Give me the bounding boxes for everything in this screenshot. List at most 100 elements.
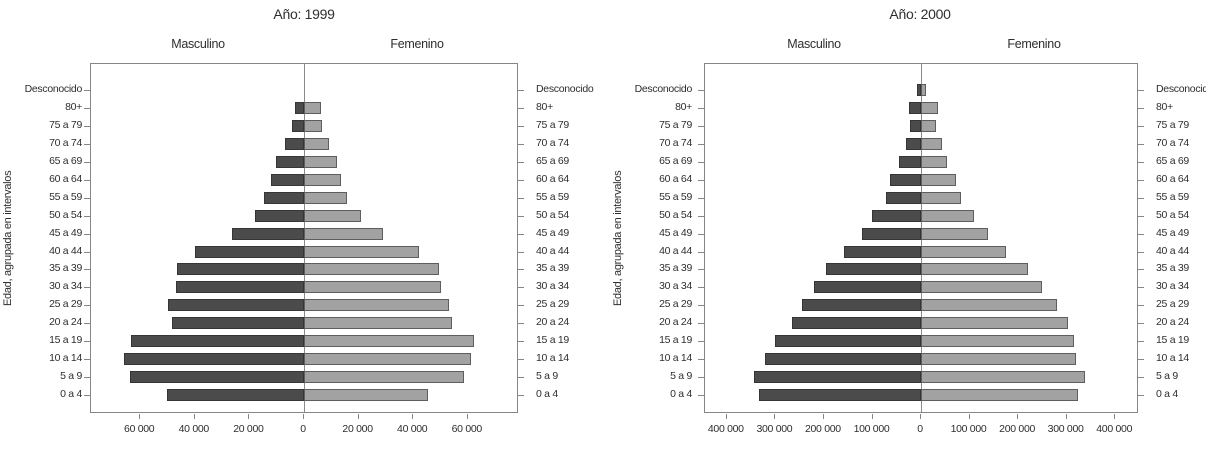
age-label-right: 15 a 19: [1156, 334, 1189, 346]
x-tick-label: 400 000: [707, 423, 744, 435]
age-tick: [1138, 215, 1144, 217]
male-bar: [292, 120, 304, 133]
age-tick: [698, 197, 704, 199]
female-header: Femenino: [1007, 37, 1061, 51]
age-tick: [84, 358, 90, 360]
age-tick: [518, 358, 524, 360]
female-bar: [921, 299, 1057, 312]
female-bar: [304, 138, 330, 151]
male-header: Masculino: [787, 37, 841, 51]
age-label-left: 55 a 59: [49, 190, 82, 203]
age-label-left: 80+: [675, 101, 692, 114]
age-label-left: 0 a 4: [670, 387, 692, 400]
male-bar: [801, 299, 921, 312]
x-tick-label: 60 000: [451, 423, 483, 435]
male-bar: [294, 102, 304, 115]
male-bar: [890, 173, 921, 186]
pyramid-chart-2000: Año: 2000 Masculino Femenino Edad, agrup…: [600, 0, 1206, 454]
age-label-right: 50 a 54: [536, 208, 569, 221]
x-axis: 60 000 40 000 20 000 0 20 000 40 000 60 000: [90, 414, 518, 454]
male-bar: [885, 191, 921, 204]
age-tick: [84, 323, 90, 325]
age-tick: [518, 215, 524, 217]
age-tick: [518, 287, 524, 289]
age-tick: [698, 144, 704, 146]
age-label-right: 65 a 69: [536, 155, 569, 167]
x-tick-label: 200 000: [999, 423, 1036, 435]
female-bar: [921, 84, 927, 97]
female-bar: [304, 191, 347, 204]
age-label-right: 80+: [1156, 101, 1173, 114]
age-tick: [84, 287, 90, 289]
age-tick: [84, 144, 90, 146]
age-label-left: 50 a 54: [49, 208, 82, 221]
x-tick: [774, 414, 776, 419]
male-bar: [906, 138, 921, 151]
x-tick: [412, 414, 414, 419]
male-header: Masculino: [171, 37, 225, 51]
male-bar: [872, 209, 921, 222]
plot-area: [698, 63, 1144, 413]
age-label-right: 25 a 29: [1156, 298, 1189, 311]
age-tick: [1138, 162, 1144, 163]
age-label-right: 5 a 9: [536, 369, 558, 382]
age-tick: [698, 269, 704, 271]
x-tick: [822, 414, 824, 419]
female-bar: [921, 370, 1085, 383]
age-label-right: 20 a 24: [536, 316, 569, 329]
age-tick: [1138, 287, 1144, 289]
male-bar: [275, 156, 304, 168]
age-tick: [518, 376, 524, 378]
age-label-left: 70 a 74: [659, 137, 692, 150]
age-label-right: 65 a 69: [1156, 155, 1189, 167]
male-bar: [843, 245, 921, 258]
age-label-left: 5 a 9: [60, 369, 82, 382]
age-label-left: 25 a 29: [49, 298, 82, 311]
male-bar: [753, 370, 921, 383]
female-bar: [921, 156, 948, 168]
x-tick: [968, 414, 970, 419]
age-label-left: 55 a 59: [659, 190, 692, 203]
age-label-right: 60 a 64: [1156, 172, 1189, 185]
male-bar: [171, 317, 304, 330]
female-bar: [921, 335, 1075, 347]
age-tick: [84, 179, 90, 181]
x-tick-label: 20 000: [233, 423, 264, 435]
female-bar: [921, 245, 1006, 258]
age-tick: [698, 162, 704, 163]
x-tick: [466, 414, 468, 419]
age-label-right: 40 a 44: [1156, 244, 1189, 257]
age-label-right: Desconocido: [1156, 83, 1206, 96]
age-label-left: Desconocido: [634, 83, 693, 96]
age-label-right: 70 a 74: [1156, 137, 1189, 150]
x-tick: [1114, 414, 1116, 419]
age-label-right: 0 a 4: [1156, 387, 1178, 400]
male-bar: [284, 138, 304, 151]
age-tick: [1138, 179, 1144, 181]
age-tick: [1138, 197, 1144, 199]
age-tick: [518, 341, 524, 342]
female-bar: [304, 209, 362, 222]
age-tick: [698, 287, 704, 289]
male-bar: [909, 102, 921, 115]
male-bar: [255, 209, 304, 222]
age-label-right: 75 a 79: [1156, 119, 1189, 132]
male-bar: [814, 281, 921, 294]
age-tick: [1138, 251, 1144, 253]
x-tick-label: 100 000: [853, 423, 890, 435]
female-bar: [921, 173, 956, 186]
female-bar: [304, 352, 472, 365]
age-label-left: 35 a 39: [659, 262, 692, 275]
x-tick: [871, 414, 873, 419]
age-tick: [1138, 341, 1144, 342]
male-bar: [232, 227, 304, 240]
female-bar: [921, 209, 975, 222]
age-tick: [1138, 323, 1144, 325]
age-label-right: 45 a 49: [536, 226, 569, 239]
age-label-right: 10 a 14: [536, 351, 569, 364]
age-tick: [518, 233, 524, 235]
male-bar: [175, 281, 304, 294]
age-label-right: 15 a 19: [536, 334, 569, 346]
age-label-right: Desconocido: [536, 83, 594, 96]
female-bar: [304, 335, 475, 347]
